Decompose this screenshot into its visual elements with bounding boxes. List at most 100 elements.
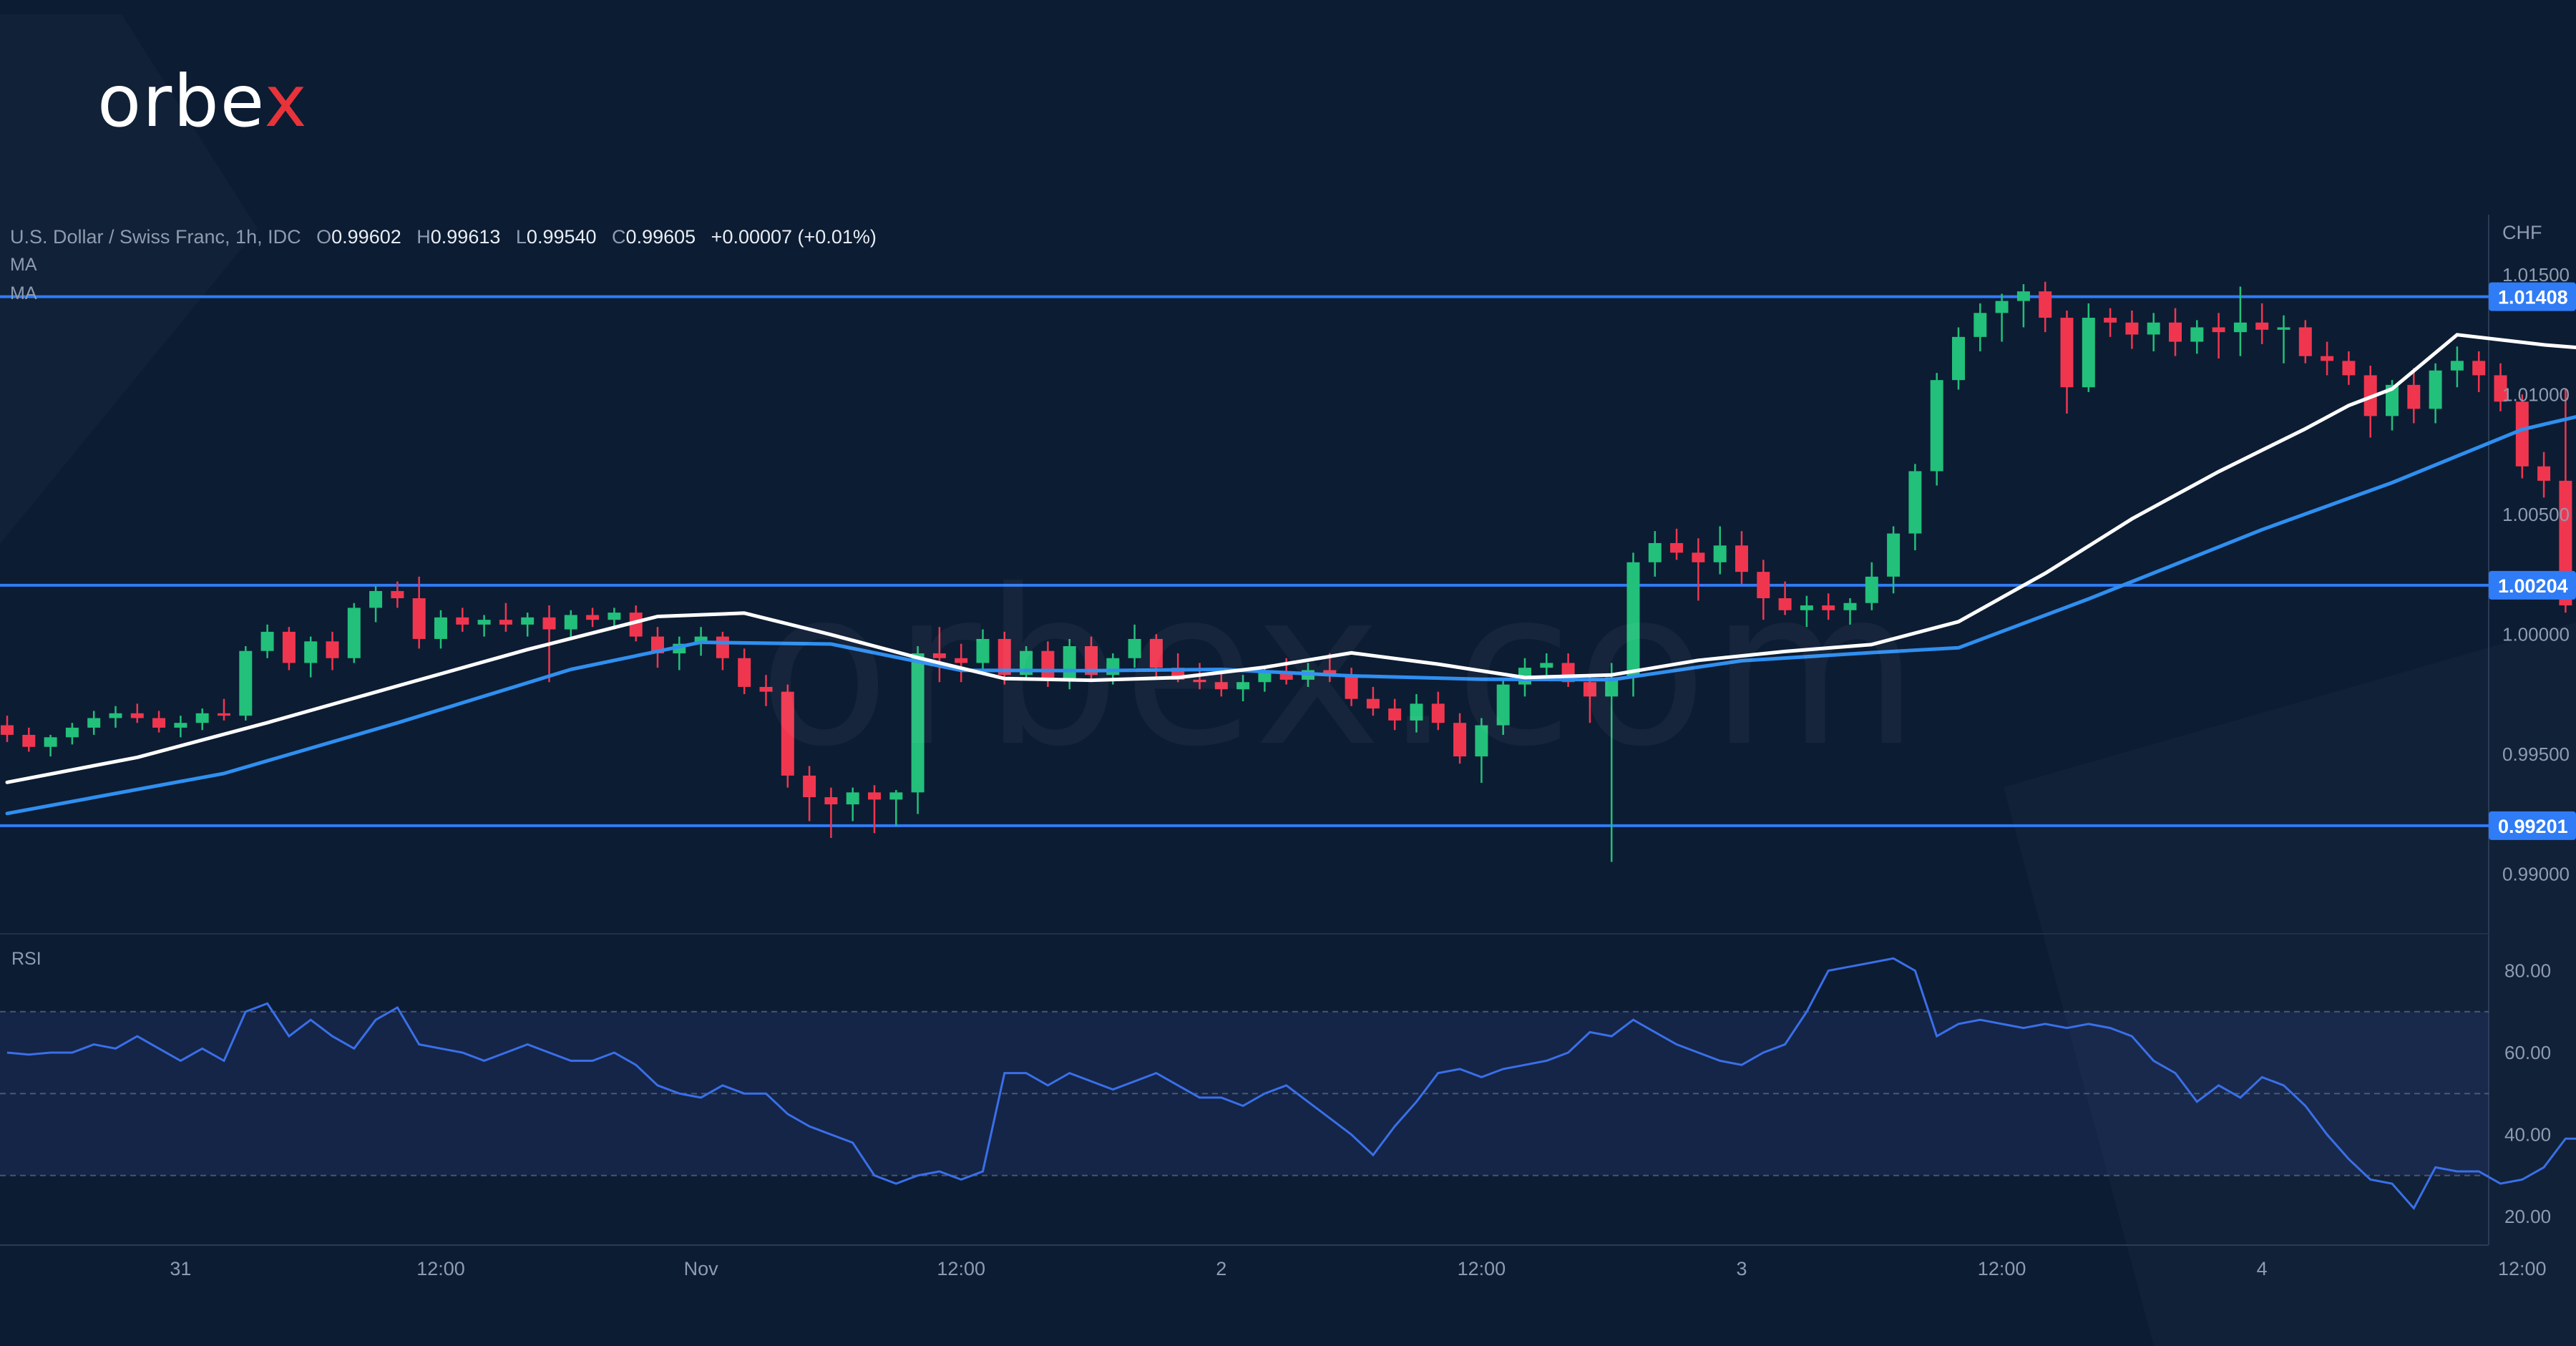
candle-body xyxy=(2342,361,2356,376)
orbex-logo: orbex xyxy=(97,59,308,143)
candle-99 xyxy=(2147,313,2160,351)
candle-69 xyxy=(1496,679,1510,735)
candle-39 xyxy=(846,787,859,821)
candle-body xyxy=(2407,384,2421,409)
candle-body xyxy=(868,792,881,800)
candle-body xyxy=(1258,672,1272,683)
candle-22 xyxy=(477,615,491,637)
candle-41 xyxy=(889,790,903,826)
change-value: +0.00007 (+0.01%) xyxy=(711,226,877,248)
candle-78 xyxy=(1692,538,1705,601)
support-resistance-levels xyxy=(0,295,2489,827)
candle-body xyxy=(1388,708,1402,721)
candle-73 xyxy=(1583,675,1596,723)
candle-74 xyxy=(1605,663,1619,862)
candle-45 xyxy=(976,629,990,673)
candle-66 xyxy=(1431,691,1445,731)
candle-body xyxy=(22,734,36,747)
candle-body xyxy=(1800,605,1813,610)
candle-63 xyxy=(1366,686,1380,716)
moving-averages xyxy=(5,333,2576,816)
candle-body xyxy=(1193,679,1206,683)
candle-body xyxy=(1713,545,1727,562)
candle-11 xyxy=(239,646,253,721)
candle-27 xyxy=(586,608,600,628)
price-tick-label: 1.01500 xyxy=(2502,264,2570,286)
candle-42 xyxy=(911,646,924,814)
price-tick-label: 0.99000 xyxy=(2502,863,2570,884)
candle-body xyxy=(1041,650,1055,680)
candle-body xyxy=(1648,542,1662,562)
ma-label-1: MA xyxy=(10,255,37,275)
candle-68 xyxy=(1475,718,1488,783)
ma-fast-line xyxy=(5,333,2576,784)
candle-body xyxy=(1778,598,1792,610)
price-tick-label: 1.00000 xyxy=(2502,623,2570,645)
candle-body xyxy=(2190,327,2204,342)
candle-103 xyxy=(2233,286,2247,356)
candle-7 xyxy=(152,711,166,733)
candle-body xyxy=(1626,562,1640,678)
candle-94 xyxy=(2039,281,2052,333)
candle-81 xyxy=(1757,560,1770,620)
candle-8 xyxy=(174,716,187,738)
open-value: 0.99602 xyxy=(331,226,401,248)
candle-15 xyxy=(326,631,339,670)
candle-117 xyxy=(2537,452,2551,498)
candle-body xyxy=(824,797,838,805)
candle-35 xyxy=(759,675,773,706)
candle-71 xyxy=(1540,653,1553,676)
candle-body xyxy=(1149,638,1163,668)
candle-56 xyxy=(1214,672,1228,697)
candle-87 xyxy=(1887,526,1901,594)
candle-97 xyxy=(2104,308,2117,337)
candle-37 xyxy=(803,766,816,821)
rsi-tick-label: 80.00 xyxy=(2504,960,2551,982)
candle-body xyxy=(2321,356,2334,361)
candle-body xyxy=(44,737,57,747)
candle-body xyxy=(1431,703,1445,723)
candle-13 xyxy=(282,627,296,670)
candle-21 xyxy=(456,608,469,632)
watermark: orbex.com xyxy=(758,544,1922,794)
candle-18 xyxy=(391,581,404,608)
candle-79 xyxy=(1713,526,1727,575)
candlestick-series xyxy=(1,281,2572,862)
high-value: 0.99613 xyxy=(430,226,501,248)
candle-body xyxy=(976,638,990,663)
time-tick-label: 31 xyxy=(170,1258,191,1279)
candle-16 xyxy=(347,603,361,663)
candle-body xyxy=(2255,322,2269,330)
candle-body xyxy=(2125,322,2139,335)
grid-lines xyxy=(0,215,2489,1246)
candle-body xyxy=(1453,723,1467,757)
candle-50 xyxy=(1085,636,1098,683)
candle-body xyxy=(434,617,447,639)
candle-body xyxy=(2233,322,2247,333)
candle-body xyxy=(1540,663,1553,668)
candle-body xyxy=(2016,291,2030,301)
candle-44 xyxy=(955,643,968,683)
candle-86 xyxy=(1865,562,1878,610)
symbol-header: U.S. Dollar / Swiss Franc, 1h, IDC O0.99… xyxy=(10,226,877,248)
candle-body xyxy=(2450,361,2464,371)
candle-92 xyxy=(1995,293,2009,342)
candle-body xyxy=(304,641,318,663)
candle-19 xyxy=(412,576,426,649)
candle-body xyxy=(282,631,296,663)
level-tag-0 xyxy=(2489,282,2576,311)
candle-body xyxy=(1279,672,1293,680)
candle-body xyxy=(1822,605,1835,610)
candle-body xyxy=(1670,542,1684,553)
time-tick-label: 12:00 xyxy=(937,1258,985,1279)
candle-body xyxy=(738,658,751,687)
candle-82 xyxy=(1778,581,1792,615)
candle-43 xyxy=(932,627,946,683)
candle-23 xyxy=(499,603,512,632)
axes: 1.01500 1.01000 1.00500 1.00000 0.99500 0.990… xyxy=(170,264,2576,1279)
candle-108 xyxy=(2342,351,2356,385)
candle-body xyxy=(65,727,79,738)
candle-body xyxy=(1345,675,1358,699)
candle-100 xyxy=(2169,308,2182,356)
time-tick-label: 12:00 xyxy=(2498,1258,2547,1279)
